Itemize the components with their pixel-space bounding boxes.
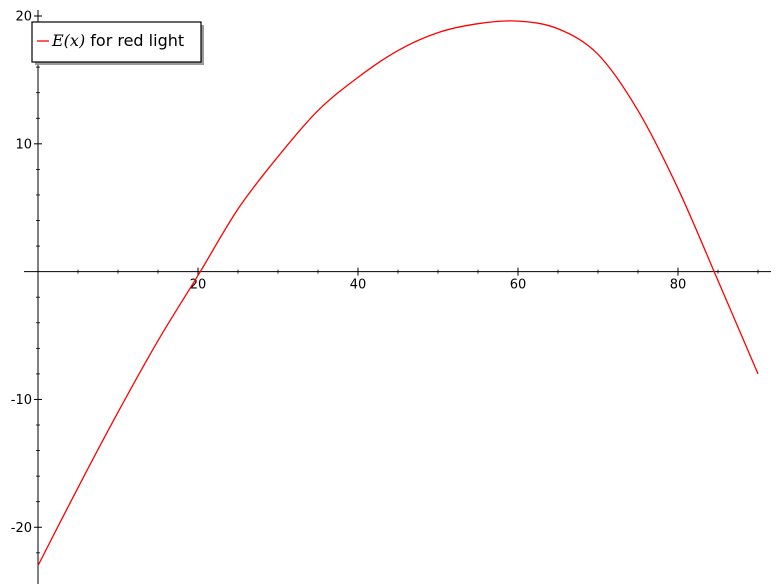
y-tick-label: 10 [15,137,32,152]
legend: E(x) for red light [31,21,204,65]
series-line [37,20,759,566]
y-tick-label: -20 [11,521,32,536]
series-layer [37,20,759,566]
y-tick-label: 20 [15,10,32,25]
legend-label-suffix: for red light [85,31,184,50]
legend-label: E(x) for red light [51,31,184,50]
y-tick-label: -10 [11,393,32,408]
axes [24,10,771,584]
x-tick-label: 60 [510,278,527,293]
legend-label-math: E(x) [51,31,85,50]
legend-box [31,21,202,63]
x-tick-label: 80 [670,278,687,293]
x-tick-label: 40 [350,278,367,293]
